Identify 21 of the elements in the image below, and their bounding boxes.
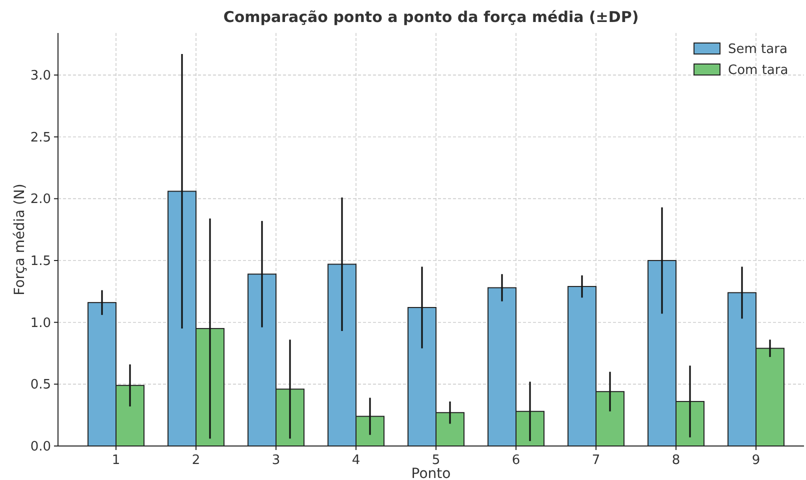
- y-axis-title: Força média (N): [12, 184, 28, 296]
- legend-label: Com tara: [728, 63, 788, 78]
- y-tick-label: 1.5: [30, 254, 51, 270]
- y-tick-label: 0.0: [30, 440, 51, 455]
- y-tick-label: 0.5: [30, 378, 51, 393]
- x-tick-label: 2: [192, 453, 200, 468]
- x-tick-label: 4: [352, 453, 360, 468]
- y-tick-label: 2.0: [30, 192, 51, 208]
- x-tick-label: 1: [112, 453, 120, 468]
- y-tick-label: 2.5: [30, 130, 51, 146]
- x-tick-label: 5: [432, 453, 440, 468]
- chart-title: Comparação ponto a ponto da força média (±DP): [223, 8, 639, 26]
- x-tick-label: 7: [592, 453, 600, 468]
- y-tick-label: 1.0: [30, 316, 51, 331]
- x-tick-label: 9: [752, 453, 760, 468]
- x-tick-label: 8: [672, 453, 680, 468]
- legend-label: Sem tara: [728, 42, 788, 57]
- x-axis-title: Ponto: [411, 466, 451, 480]
- x-tick-label: 6: [512, 453, 520, 468]
- y-tick-label: 3.0: [30, 68, 51, 84]
- x-tick-label: 3: [272, 453, 280, 468]
